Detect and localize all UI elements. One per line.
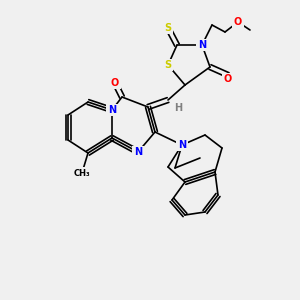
Text: N: N (178, 140, 186, 150)
Text: N: N (108, 105, 116, 115)
Text: N: N (134, 147, 142, 157)
Text: N: N (198, 40, 206, 50)
Text: O: O (234, 17, 242, 27)
Text: O: O (224, 74, 232, 84)
Text: CH₃: CH₃ (74, 169, 90, 178)
Text: O: O (111, 78, 119, 88)
Text: H: H (174, 103, 182, 113)
Text: S: S (164, 60, 172, 70)
Text: S: S (164, 23, 172, 33)
